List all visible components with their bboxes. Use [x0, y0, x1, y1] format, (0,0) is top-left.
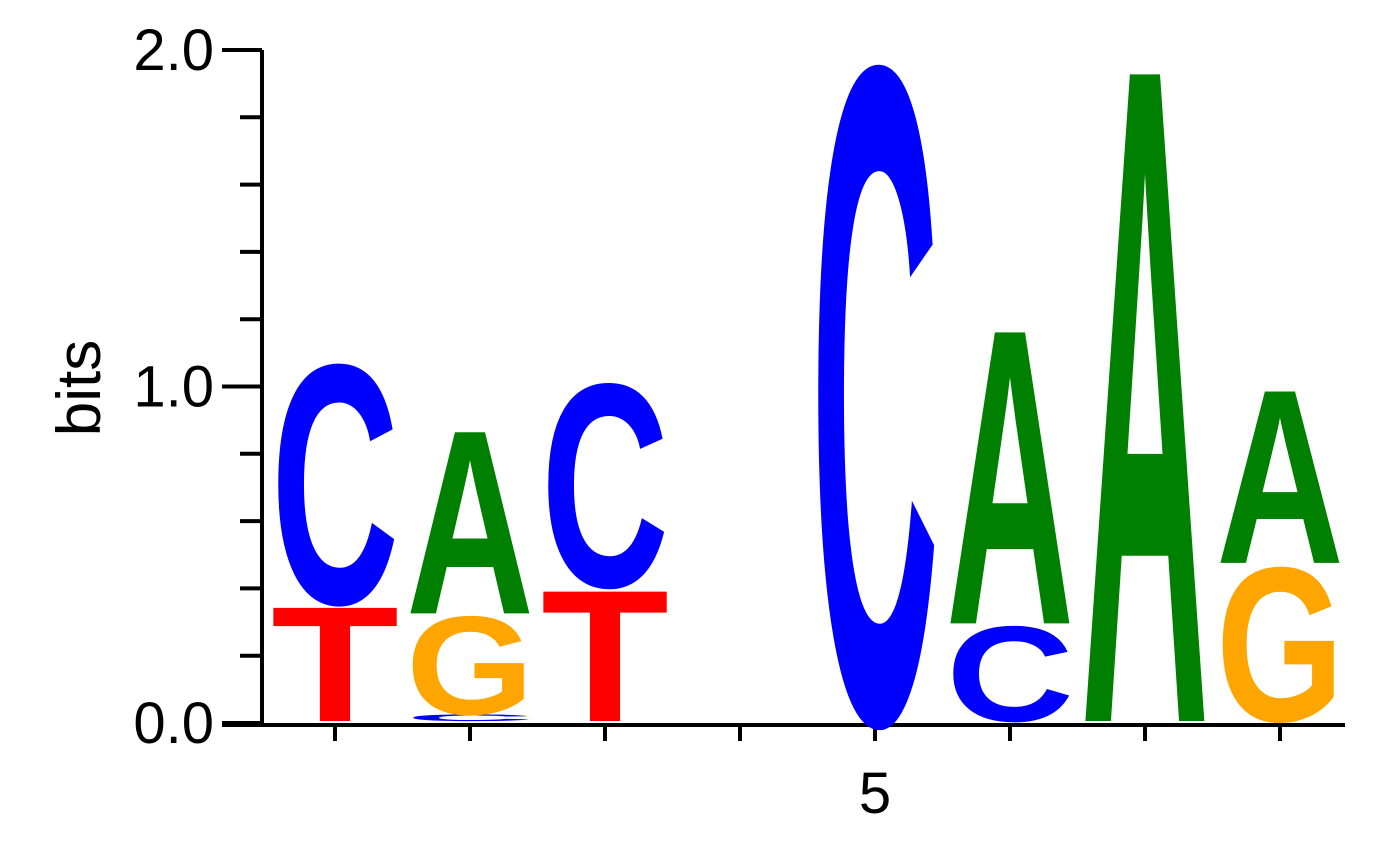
logo-letter-glyph: A: [1216, 337, 1344, 616]
logo-letter-glyph: G: [1216, 523, 1344, 769]
logo-letter-A-pos8: A: [1216, 337, 1344, 616]
y-tick-label: 1.0: [133, 355, 214, 420]
logo-letter-glyph: C: [811, 0, 939, 842]
y-tick-label: 2.0: [133, 18, 214, 83]
logo-letter-glyph: C: [946, 598, 1074, 751]
axes: 0.0 1.0 2.0 5: [133, 18, 1345, 826]
logo-letter-A-pos7: A: [1081, 0, 1209, 842]
logo-letter-glyph: T: [541, 552, 669, 762]
logo-letter-glyph: T: [271, 572, 399, 756]
logo-letter-T-pos3: T: [541, 552, 669, 762]
logo-letter-G-pos2: G: [406, 587, 534, 744]
logo-letter-T-pos1: T: [271, 572, 399, 756]
logo-letter-A-pos2: A: [406, 375, 534, 669]
logo-letter-glyph: A: [406, 375, 534, 669]
logo-letter-C-pos2: C: [406, 712, 534, 723]
logo-letter-C-pos6: C: [946, 598, 1074, 751]
logo-letter-glyph: A: [946, 240, 1074, 713]
logo-letter-glyph: G: [406, 587, 534, 744]
logo-letter-glyph: C: [406, 712, 534, 723]
y-axis-label: bits: [45, 340, 114, 436]
logo-letter-C-pos5: C: [811, 0, 939, 842]
logo-letter-A-pos6: A: [946, 240, 1074, 713]
logo-letter-C-pos3: C: [541, 324, 669, 649]
logo-letter-C-pos1: C: [271, 293, 399, 676]
logo-letter-glyph: A: [1081, 0, 1209, 842]
logo-letter-G-pos8: G: [1216, 523, 1344, 769]
x-tick-label: 5: [859, 761, 891, 826]
logo-letter-glyph: C: [271, 293, 399, 676]
logo-letter-glyph: C: [541, 324, 669, 649]
y-tick-label: 0.0: [133, 691, 214, 756]
